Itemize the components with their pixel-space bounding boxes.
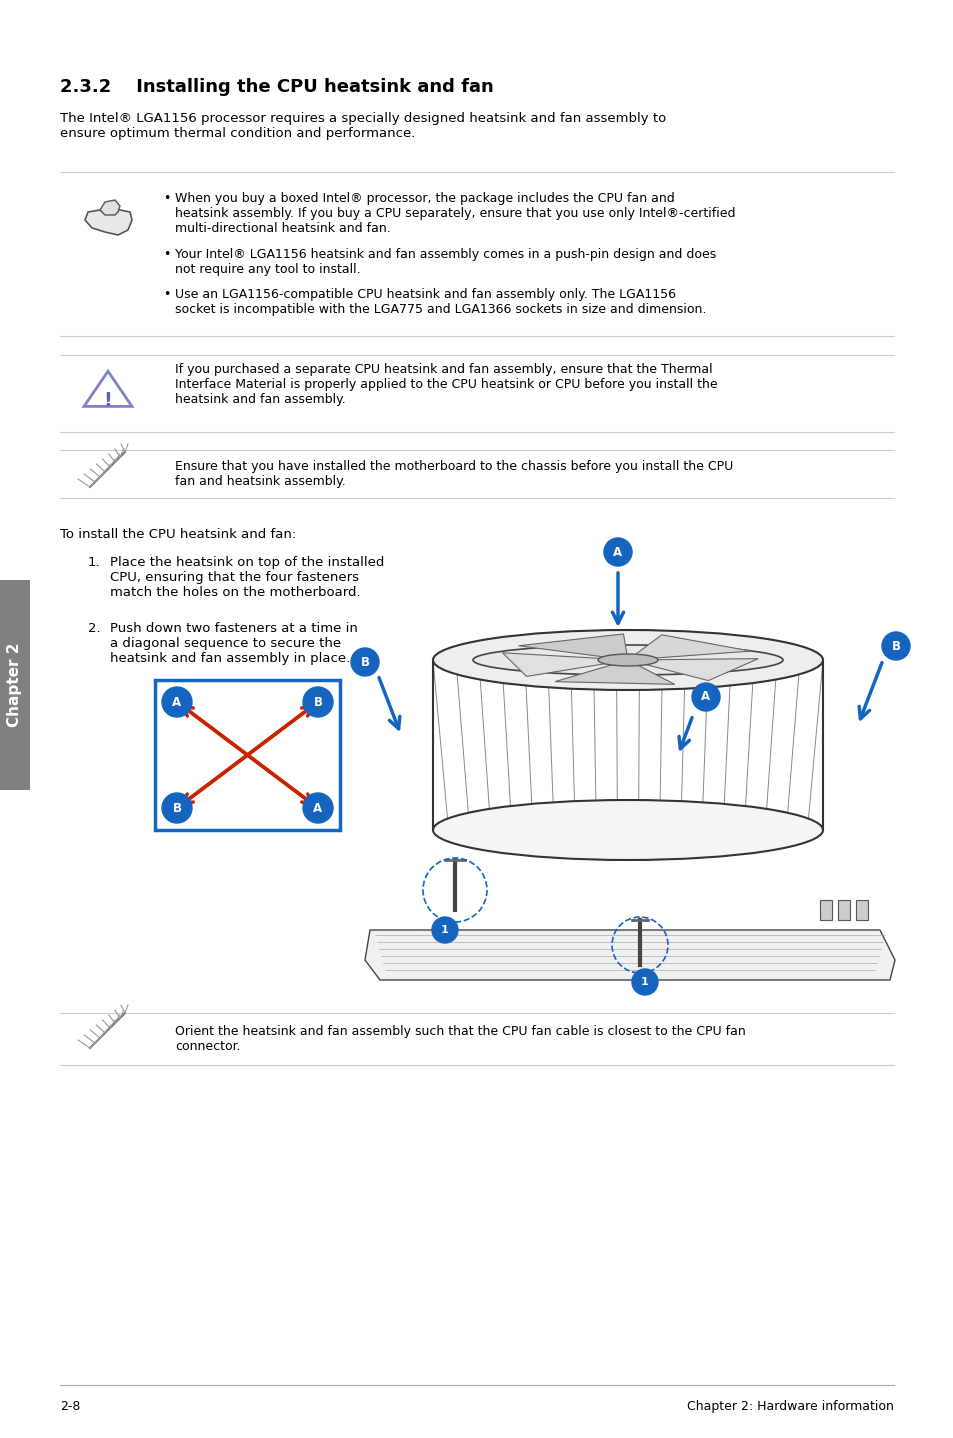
Text: •: • <box>163 288 171 301</box>
Circle shape <box>691 683 720 710</box>
Circle shape <box>882 631 909 660</box>
Text: 2-8: 2-8 <box>60 1401 80 1414</box>
Text: Your Intel® LGA1156 heatsink and fan assembly comes in a push-pin design and doe: Your Intel® LGA1156 heatsink and fan ass… <box>174 247 716 276</box>
Text: 2.: 2. <box>88 623 100 636</box>
Polygon shape <box>632 634 750 659</box>
Polygon shape <box>518 634 627 659</box>
Text: B: B <box>314 696 322 709</box>
Ellipse shape <box>473 646 782 674</box>
Bar <box>820 900 831 920</box>
Circle shape <box>351 649 378 676</box>
Text: A: A <box>172 696 181 709</box>
Text: Orient the heatsink and fan assembly such that the CPU fan cable is closest to t: Orient the heatsink and fan assembly suc… <box>174 1025 745 1053</box>
Bar <box>154 680 339 830</box>
Circle shape <box>603 538 631 567</box>
Circle shape <box>631 969 658 995</box>
Text: 1.: 1. <box>88 557 100 569</box>
Bar <box>855 900 867 920</box>
Text: B: B <box>890 640 900 653</box>
Text: Ensure that you have installed the motherboard to the chassis before you install: Ensure that you have installed the mothe… <box>174 460 733 487</box>
Text: 1: 1 <box>640 976 648 986</box>
Text: Chapter 2: Hardware information: Chapter 2: Hardware information <box>686 1401 893 1414</box>
Polygon shape <box>639 659 758 680</box>
Polygon shape <box>85 206 132 234</box>
Text: When you buy a boxed Intel® processor, the package includes the CPU fan and
heat: When you buy a boxed Intel® processor, t… <box>174 193 735 234</box>
Ellipse shape <box>433 800 822 860</box>
Text: To install the CPU heatsink and fan:: To install the CPU heatsink and fan: <box>60 528 296 541</box>
Polygon shape <box>555 663 674 684</box>
Circle shape <box>303 687 333 718</box>
Text: •: • <box>163 193 171 206</box>
Text: 1: 1 <box>440 925 449 935</box>
Polygon shape <box>502 653 614 676</box>
Circle shape <box>162 792 192 823</box>
Circle shape <box>432 917 457 943</box>
Text: A: A <box>700 690 710 703</box>
Text: Place the heatsink on top of the installed
CPU, ensuring that the four fasteners: Place the heatsink on top of the install… <box>110 557 384 600</box>
Bar <box>837 900 849 920</box>
Polygon shape <box>100 200 120 216</box>
Text: If you purchased a separate CPU heatsink and fan assembly, ensure that the Therm: If you purchased a separate CPU heatsink… <box>174 362 717 406</box>
Text: The Intel® LGA1156 processor requires a specially designed heatsink and fan asse: The Intel® LGA1156 processor requires a … <box>60 112 665 139</box>
Ellipse shape <box>598 654 658 666</box>
Text: Use an LGA1156-compatible CPU heatsink and fan assembly only. The LGA1156
socket: Use an LGA1156-compatible CPU heatsink a… <box>174 288 705 316</box>
Bar <box>0 580 30 789</box>
Text: B: B <box>172 801 181 814</box>
Circle shape <box>162 687 192 718</box>
Text: Push down two fasteners at a time in
a diagonal sequence to secure the
heatsink : Push down two fasteners at a time in a d… <box>110 623 357 664</box>
Text: B: B <box>360 656 369 669</box>
Polygon shape <box>84 371 132 407</box>
Text: A: A <box>314 801 322 814</box>
Text: 2.3.2    Installing the CPU heatsink and fan: 2.3.2 Installing the CPU heatsink and fa… <box>60 78 494 96</box>
Text: A: A <box>613 545 622 558</box>
Text: !: ! <box>104 391 112 410</box>
Text: •: • <box>163 247 171 262</box>
Ellipse shape <box>433 630 822 690</box>
Polygon shape <box>365 930 894 981</box>
Text: Chapter 2: Chapter 2 <box>8 643 23 728</box>
Circle shape <box>303 792 333 823</box>
